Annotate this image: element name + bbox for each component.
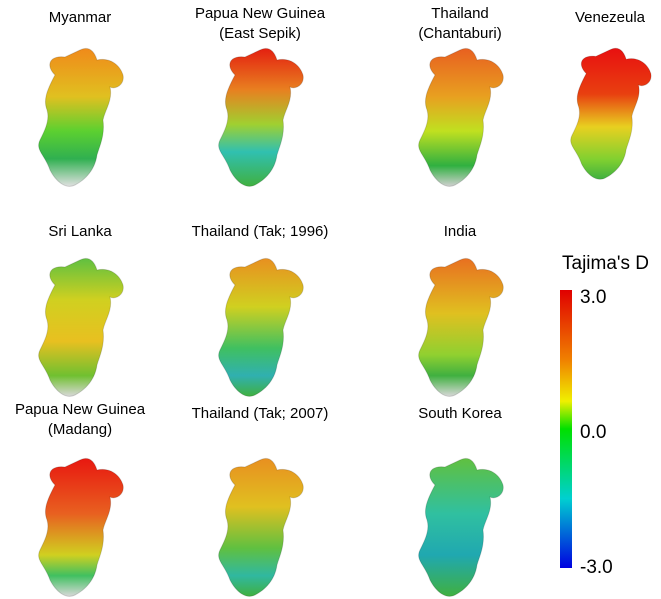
protein-surface xyxy=(418,47,504,187)
protein-surface xyxy=(218,47,304,187)
colorbar xyxy=(560,290,572,568)
protein-surface xyxy=(38,257,124,397)
panel-label: Thailand (Tak; 2007) xyxy=(192,405,329,422)
colorbar-tick-label: 0.0 xyxy=(580,422,606,443)
protein-surface xyxy=(38,47,124,187)
panel-label: Sri Lanka xyxy=(48,223,112,240)
panel-label: Venezeula xyxy=(575,9,646,26)
panel-label: Myanmar xyxy=(49,9,112,26)
panel-label: Papua New Guinea xyxy=(15,401,146,418)
panel-label: South Korea xyxy=(418,405,502,422)
panel-label: Thailand (Tak; 1996) xyxy=(192,223,329,240)
colorbar-tick-label: -3.0 xyxy=(580,557,613,578)
panel-label: (Chantaburi) xyxy=(418,25,501,42)
protein-surface xyxy=(418,257,504,397)
protein-surface xyxy=(218,257,304,397)
protein-surface xyxy=(218,457,304,597)
panels: Myanmar Papua New Guinea (East Sepik) Thail… xyxy=(15,5,652,597)
panel-label: Papua New Guinea xyxy=(195,5,326,22)
panel-label: (East Sepik) xyxy=(219,25,301,42)
protein-surface xyxy=(570,47,652,180)
panel-label: India xyxy=(444,223,477,240)
colorbar-ticks: 3.0 0.0 -3.0 xyxy=(580,287,613,578)
panel-label: Thailand xyxy=(431,5,489,22)
colorbar-title: Tajima's D xyxy=(562,253,649,274)
colorbar-tick-label: 3.0 xyxy=(580,287,606,308)
protein-surface xyxy=(418,457,504,597)
panel-label: (Madang) xyxy=(48,421,112,438)
protein-surface xyxy=(38,457,124,597)
